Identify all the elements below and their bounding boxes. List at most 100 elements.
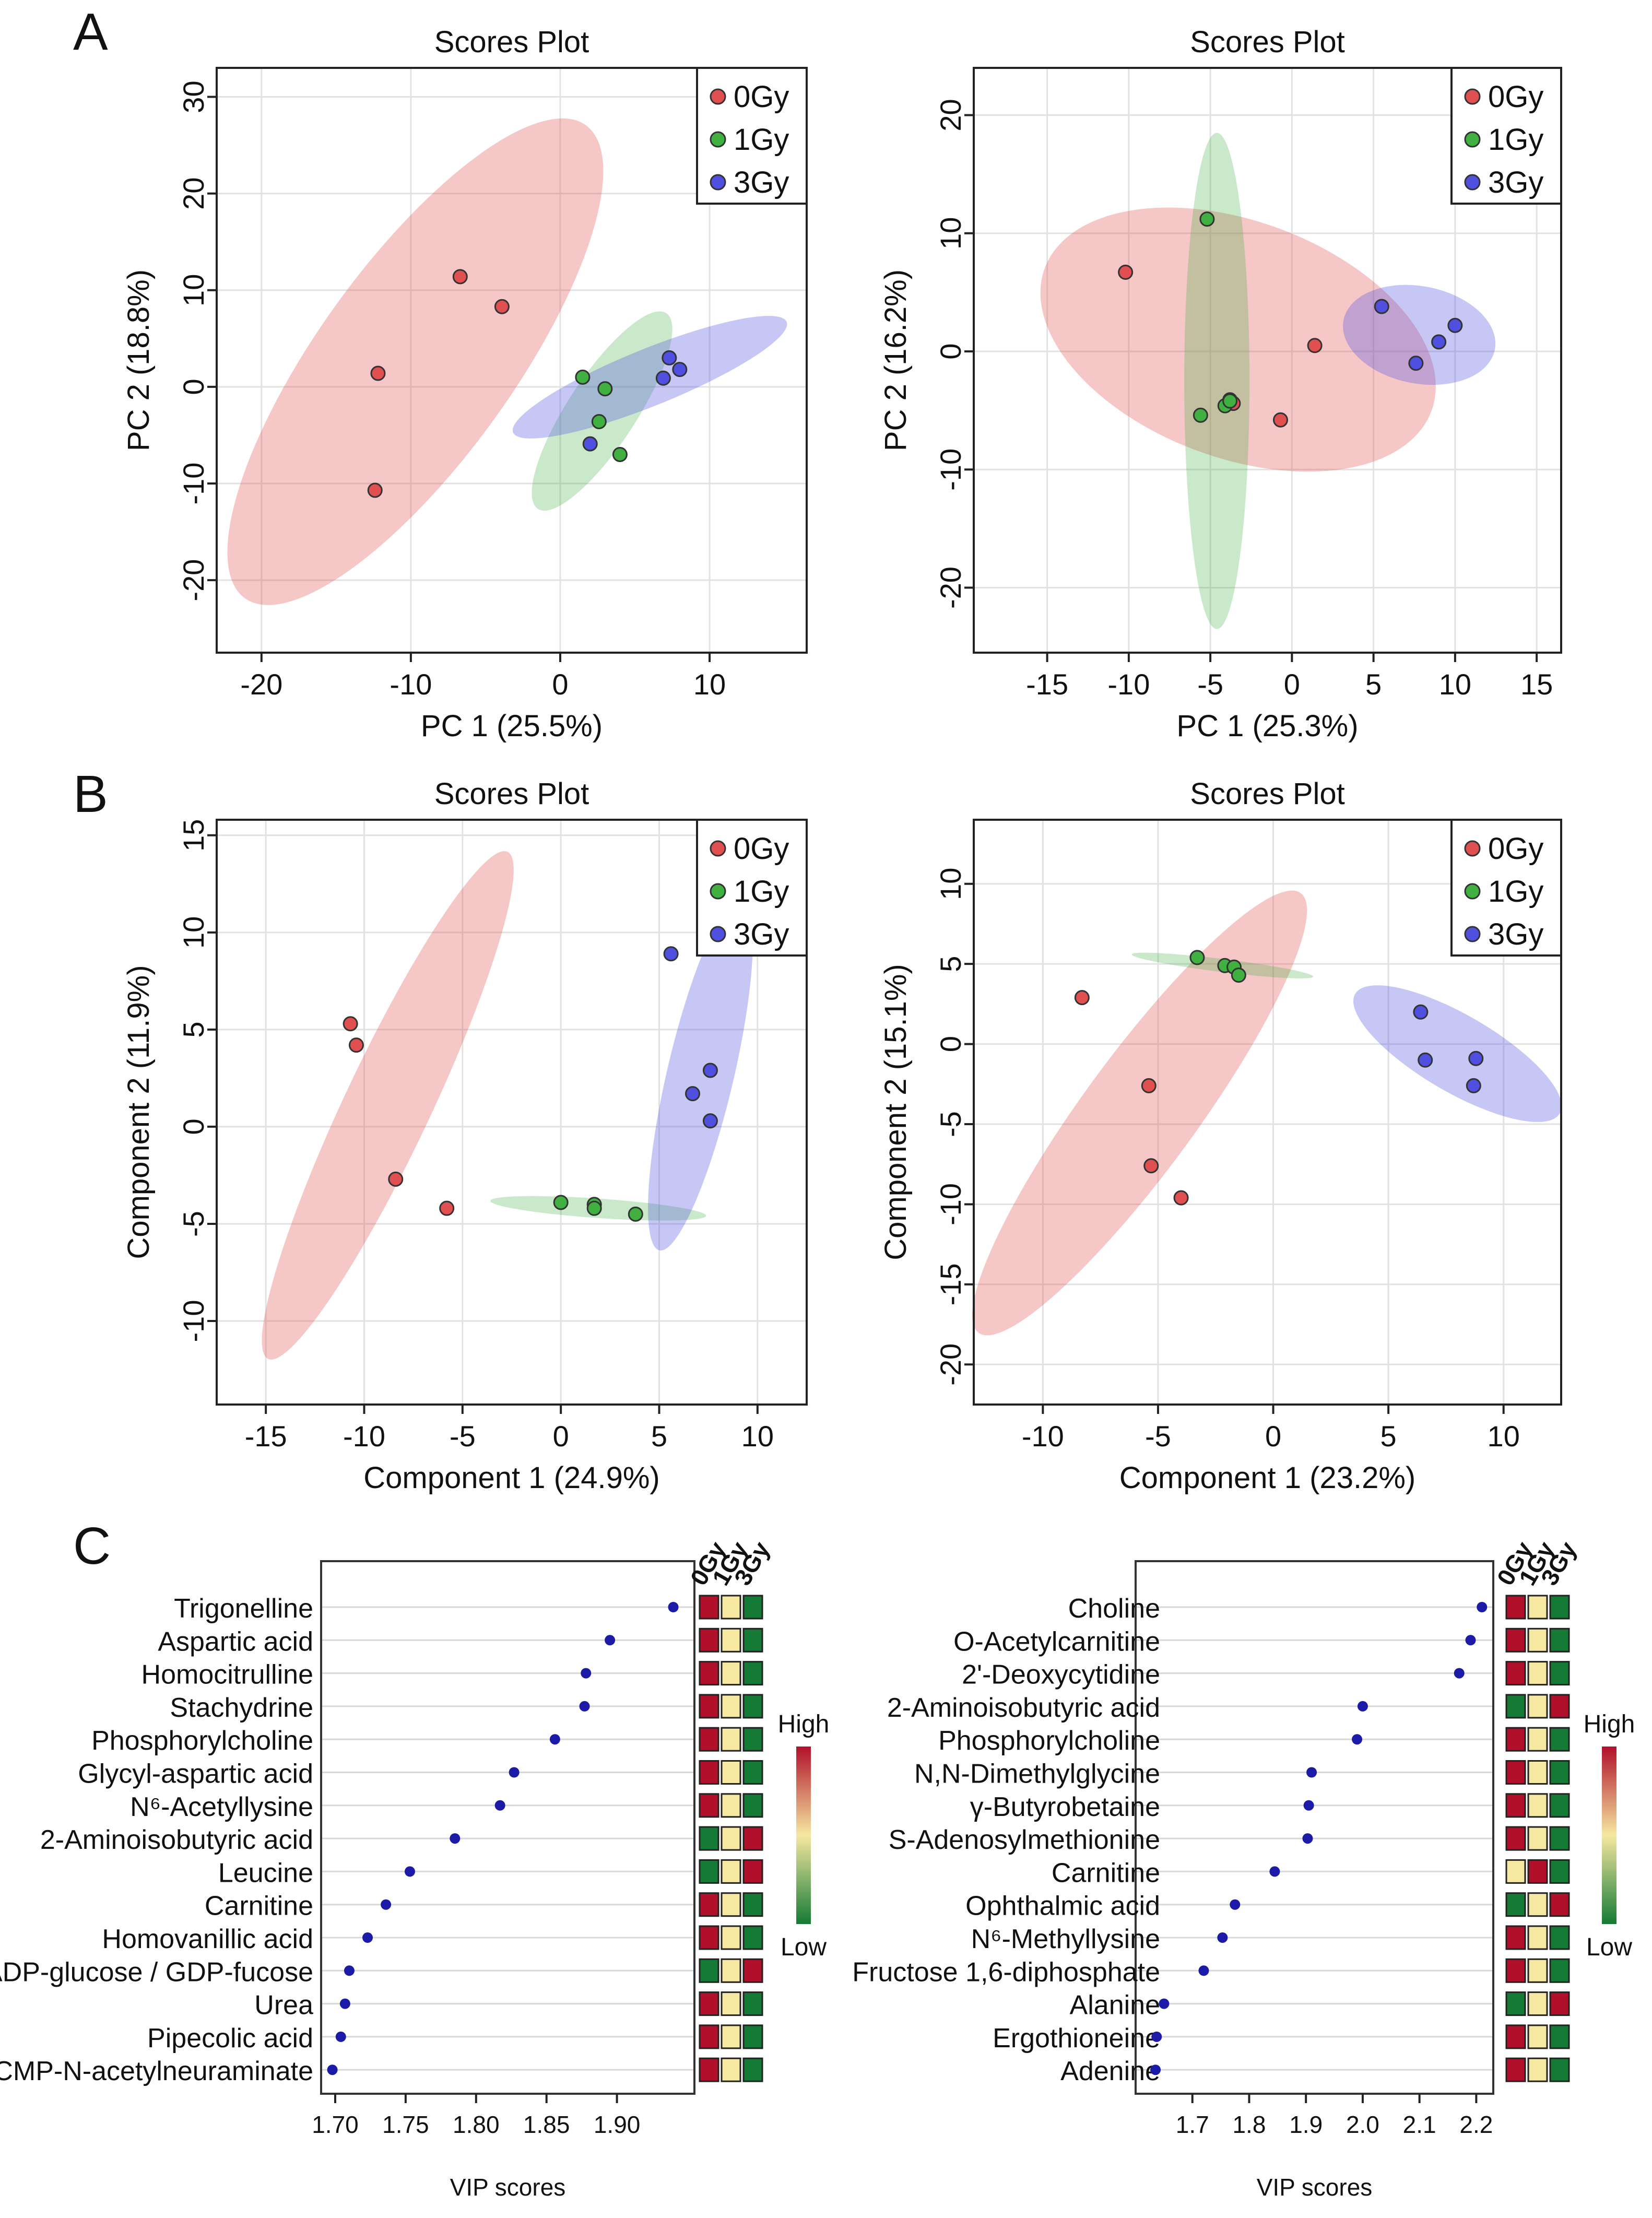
data-point-1Gy [591, 414, 607, 430]
heat-cell-0Gy [699, 1925, 719, 1950]
data-point-0Gy [452, 269, 468, 285]
heat-cell-0Gy [1505, 1760, 1526, 1785]
heat-cell-3Gy [1549, 1793, 1570, 1818]
y-tick-label: -10 [934, 1183, 967, 1225]
feature-label: O-Acetylcarnitine [953, 1626, 1160, 1657]
data-point-1Gy [597, 381, 613, 397]
y-axis-label: PC 2 (16.2%) [879, 269, 913, 451]
data-point-0Gy [439, 1200, 455, 1216]
heat-cell-1Gy [721, 1991, 741, 2016]
y-tick-label: -10 [177, 1300, 210, 1342]
heat-cell-1Gy [721, 1859, 741, 1884]
data-point-0Gy [1173, 1190, 1189, 1206]
feature-label: 2'-Deoxycytidine [962, 1660, 1160, 1690]
vip-point [344, 1965, 355, 1976]
plot-title: Scores Plot [1190, 777, 1345, 811]
x-tick-label: -15 [1026, 668, 1068, 701]
legend-label: 0Gy [734, 832, 789, 866]
feature-label: Alanine [1070, 1990, 1160, 2021]
heat-cell-1Gy [1527, 1958, 1548, 1983]
x-tick-label: 0 [1284, 668, 1300, 701]
heat-cell-3Gy [1549, 1826, 1570, 1851]
data-point-3Gy [685, 1086, 701, 1102]
vip-point [605, 1635, 616, 1646]
vip-point [579, 1701, 590, 1712]
feature-label: N⁶-Methyllysine [971, 1924, 1160, 1954]
legend-label: 3Gy [1488, 917, 1543, 951]
heat-cell-0Gy [1505, 1859, 1526, 1884]
data-point-0Gy [1141, 1078, 1157, 1093]
heat-cell-0Gy [1505, 1627, 1526, 1653]
heat-cell-3Gy [742, 1859, 763, 1884]
feature-label: Choline [1068, 1594, 1160, 1624]
heat-cell-0Gy [699, 1727, 719, 1752]
heat-cell-0Gy [699, 1661, 719, 1686]
feature-label: N,N-Dimethylglycine [914, 1759, 1160, 1789]
feature-label: Pipecolic acid [147, 2023, 313, 2054]
heat-cell-1Gy [1527, 1991, 1548, 2016]
vip-x-tick-label: 1.7 [1176, 2111, 1209, 2138]
panel-label-a: A [73, 3, 108, 61]
y-tick-label: 10 [934, 217, 967, 250]
feature-label: Homocitrulline [141, 1660, 313, 1690]
color-scale-low-label: Low [781, 1933, 827, 1961]
heat-cell-3Gy [742, 1760, 763, 1785]
scores-plot-b2: -10 -5 0 5 10 -20 -15 -10 -5 0 5 10 Scores Plot Compo… [879, 777, 1562, 1495]
data-point-3Gy [1374, 299, 1389, 314]
data-point-3Gy [662, 350, 677, 365]
feature-label: 2-Aminoisobutyric acid [40, 1825, 313, 1855]
heat-cell-3Gy [742, 1627, 763, 1653]
scores-plot-a1: -20 -10 0 10 -20 -10 0 10 20 30 Scores Plot PC 1 (2… [122, 25, 808, 743]
y-tick-label: -15 [934, 1263, 967, 1305]
y-tick-label: -10 [177, 463, 210, 505]
heat-cell-0Gy [1505, 1661, 1526, 1686]
x-tick-label: -5 [1145, 1420, 1171, 1453]
plot-frame [216, 67, 808, 654]
heat-cell-0Gy [1505, 2024, 1526, 2049]
y-tick-label: 0 [934, 343, 967, 359]
legend-marker-0Gy [1464, 840, 1481, 857]
color-scale-bar [1602, 1747, 1616, 1924]
heat-cell-3Gy [1549, 2024, 1570, 2049]
vip-point [362, 1932, 373, 1943]
data-point-3Gy [663, 946, 679, 962]
data-point-0Gy [1307, 338, 1323, 353]
heat-cell-1Gy [1527, 1760, 1548, 1785]
color-scale-high-label: High [1584, 1710, 1635, 1738]
feature-label: Glycyl-aspartic acid [78, 1759, 313, 1789]
feature-label: Stachydrine [170, 1693, 313, 1723]
x-tick-label: -15 [245, 1420, 287, 1453]
data-point-3Gy [1418, 1052, 1433, 1068]
x-tick-label: -10 [1107, 668, 1150, 701]
heat-cell-0Gy [1505, 1826, 1526, 1851]
x-axis-label: Component 1 (24.9%) [363, 1461, 659, 1495]
color-scale-low-label: Low [1586, 1933, 1632, 1961]
heat-cell-1Gy [721, 1793, 741, 1818]
heat-cell-3Gy [1549, 1991, 1570, 2016]
y-tick-label: 5 [177, 1021, 210, 1037]
heat-cell-3Gy [742, 2024, 763, 2049]
heat-cell-3Gy [1549, 1661, 1570, 1686]
data-point-1Gy [1193, 407, 1208, 423]
x-tick-label: -20 [240, 668, 282, 701]
heat-cell-1Gy [721, 1958, 741, 1983]
vip-point [668, 1602, 679, 1612]
vip-point [549, 1734, 560, 1745]
plot-frame [973, 67, 1562, 654]
vip-point [1357, 1701, 1368, 1712]
legend-marker-1Gy [710, 883, 726, 900]
heat-cell-3Gy [742, 1991, 763, 2016]
heat-cell-1Gy [1527, 1925, 1548, 1950]
feature-label: Trigonelline [174, 1594, 313, 1624]
data-point-0Gy [343, 1016, 358, 1032]
heat-cell-0Gy [699, 1892, 719, 1917]
vip-point [1230, 1899, 1241, 1910]
vip-x-axis-label: VIP scores [1257, 2174, 1373, 2201]
data-point-3Gy [1408, 356, 1424, 371]
feature-label: Phosphorylcholine [91, 1726, 313, 1756]
panel-label-c: C [73, 1517, 111, 1575]
vip-point [1151, 2031, 1162, 2042]
heat-cell-0Gy [699, 1826, 719, 1851]
data-point-3Gy [1447, 317, 1463, 333]
